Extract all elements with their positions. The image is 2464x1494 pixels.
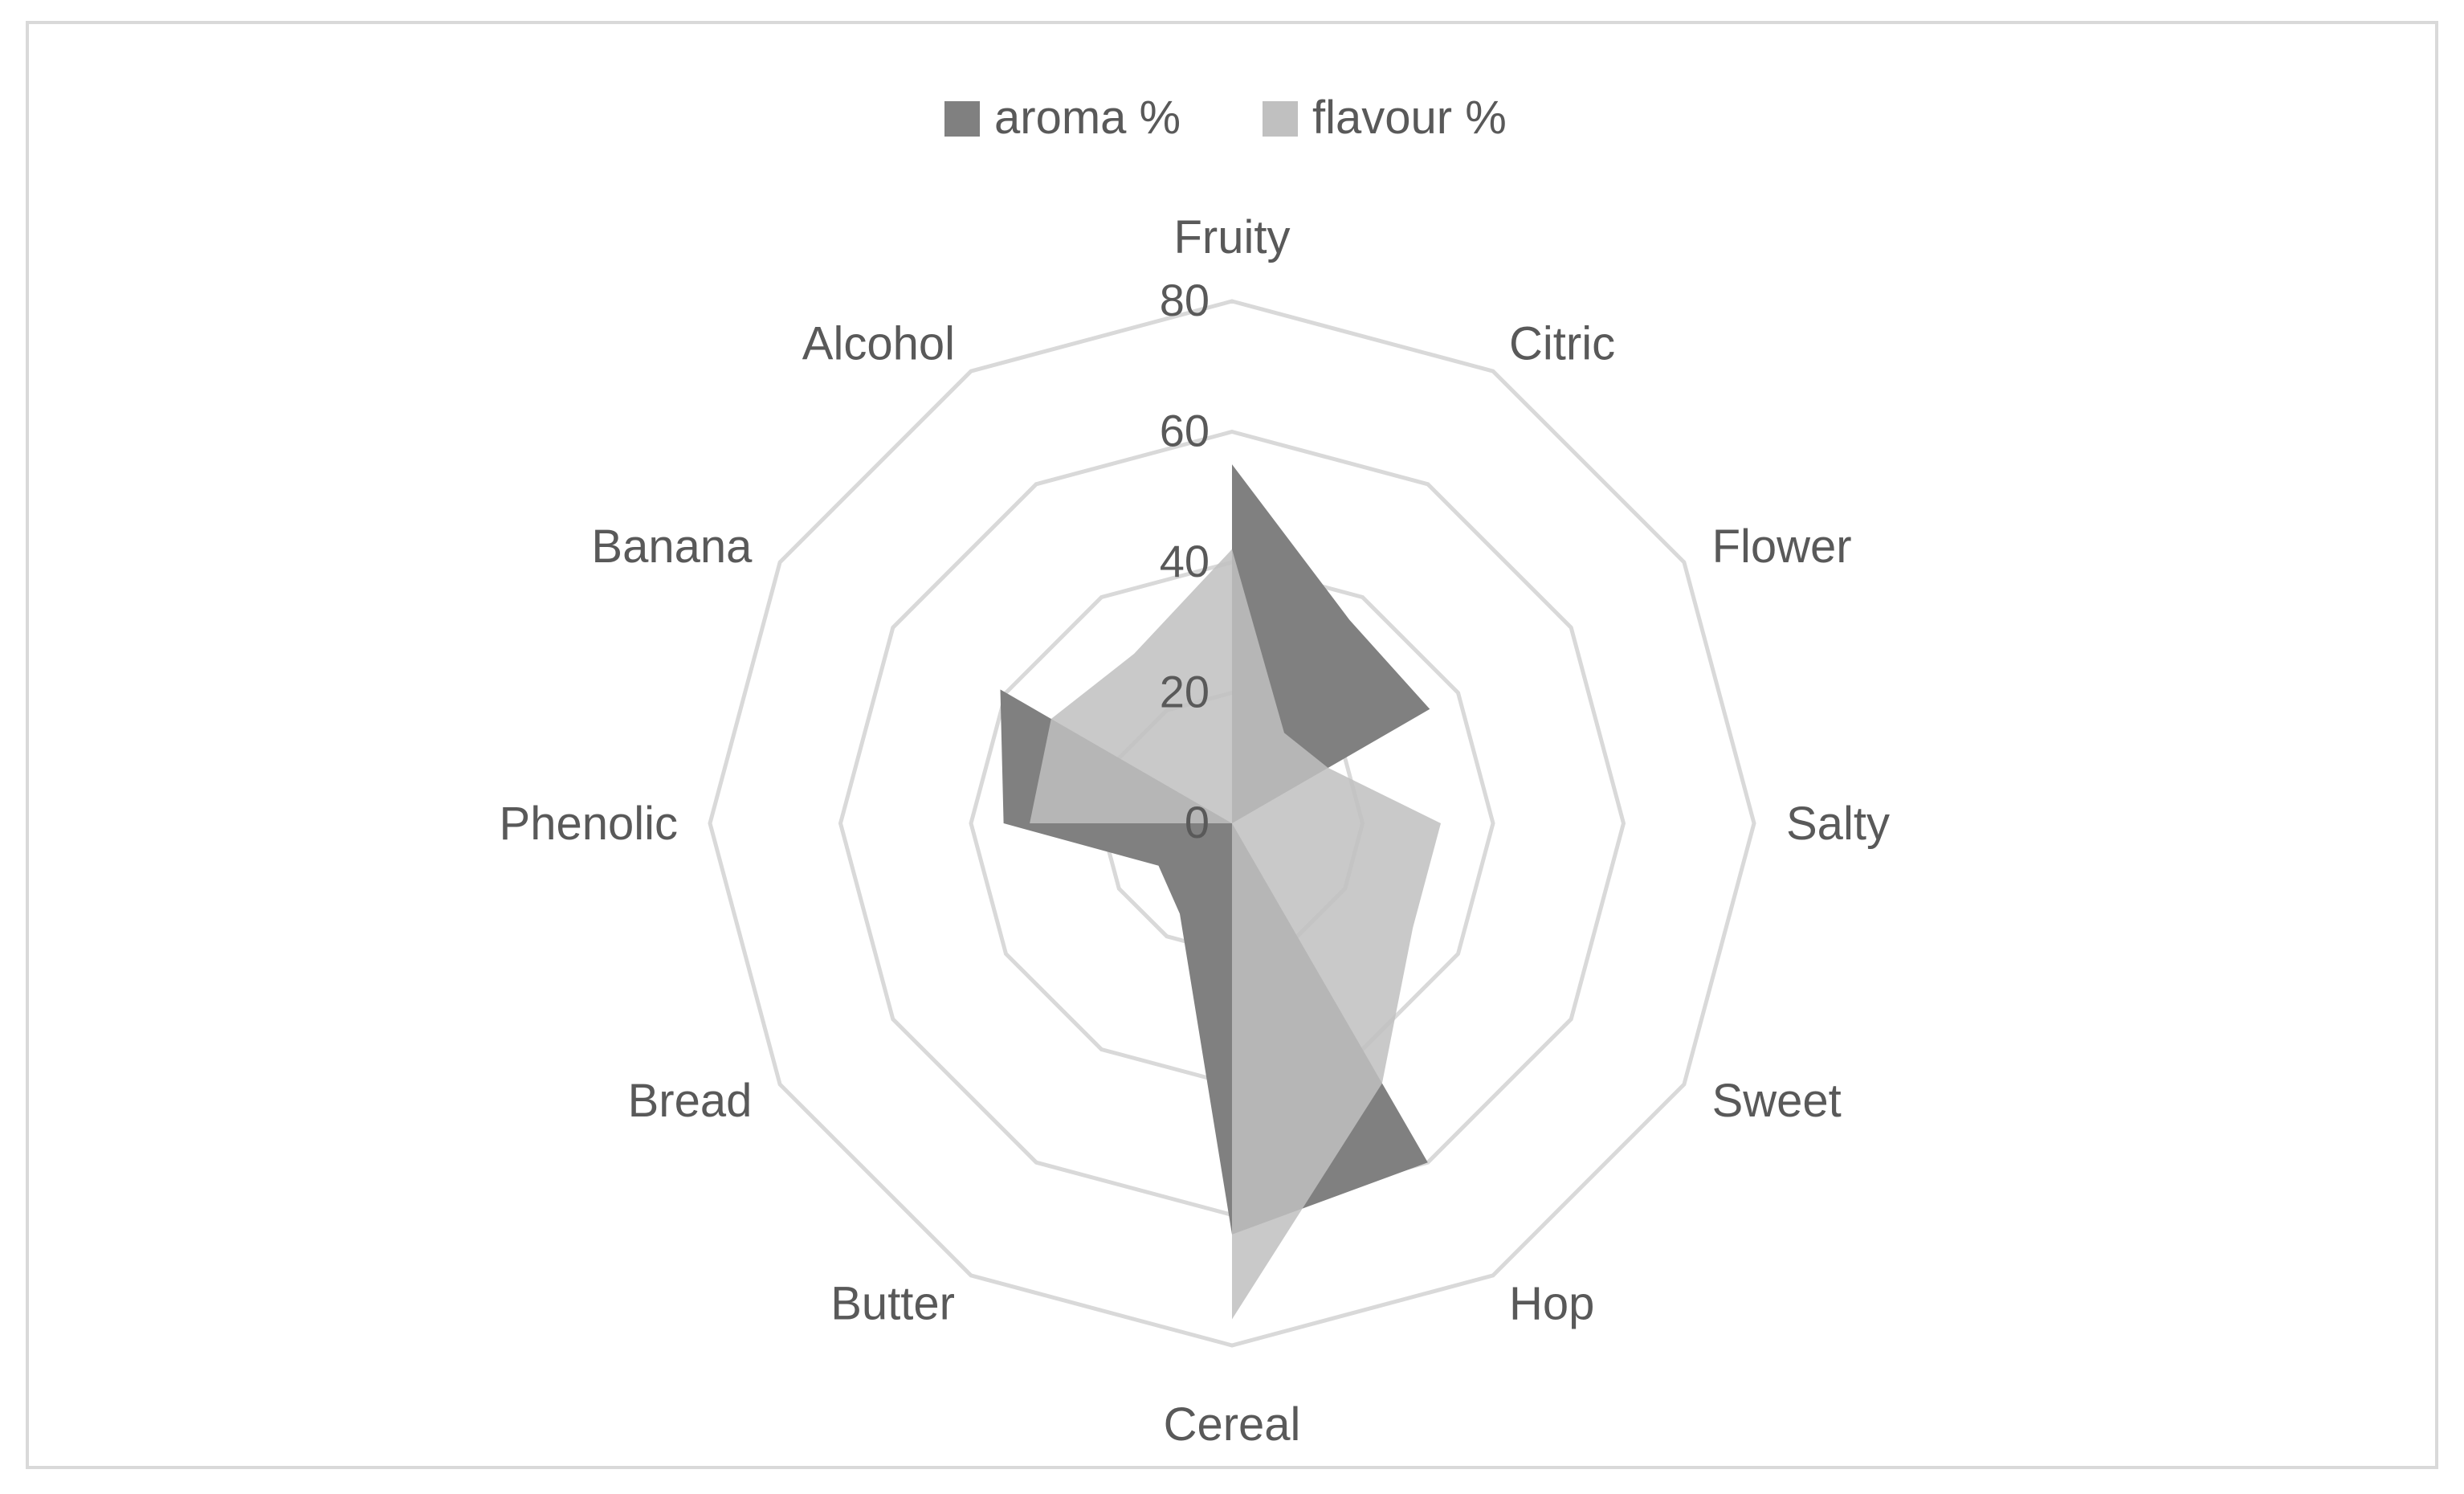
category-label-flower: Flower — [1712, 520, 1852, 573]
legend: aroma % flavour % — [944, 92, 1507, 144]
category-label-bread: Bread — [628, 1075, 753, 1127]
category-label-fruity: Fruity — [1174, 211, 1291, 263]
legend-swatch-flavour — [1263, 101, 1298, 137]
category-label-cereal: Cereal — [1164, 1398, 1301, 1451]
radar-tick-labels: 0 20 40 60 80 — [1160, 275, 1210, 847]
category-label-sweet: Sweet — [1712, 1075, 1842, 1127]
tick-label-0: 0 — [1185, 797, 1210, 847]
category-label-hop: Hop — [1509, 1278, 1594, 1330]
radar-category-labels: Fruity Citric Flower Salty Sweet Hop Cereal But… — [500, 211, 1890, 1451]
legend-label-flavour: flavour % — [1312, 92, 1507, 144]
tick-label-60: 60 — [1160, 406, 1210, 456]
category-label-citric: Citric — [1509, 317, 1615, 369]
series-area-flavour — [1030, 549, 1441, 1320]
legend-label-aroma: aroma % — [994, 92, 1181, 144]
category-label-butter: Butter — [830, 1278, 955, 1330]
category-label-salty: Salty — [1786, 798, 1890, 850]
tick-label-40: 40 — [1160, 536, 1210, 586]
category-label-banana: Banana — [591, 520, 753, 573]
radar-series — [1000, 464, 1441, 1320]
category-label-phenolic: Phenolic — [500, 798, 678, 850]
tick-label-20: 20 — [1160, 667, 1210, 717]
category-label-alcohol: Alcohol — [802, 317, 955, 369]
tick-label-80: 80 — [1160, 275, 1210, 325]
gridline-ring-80 — [708, 299, 1756, 1348]
legend-swatch-aroma — [944, 101, 980, 137]
